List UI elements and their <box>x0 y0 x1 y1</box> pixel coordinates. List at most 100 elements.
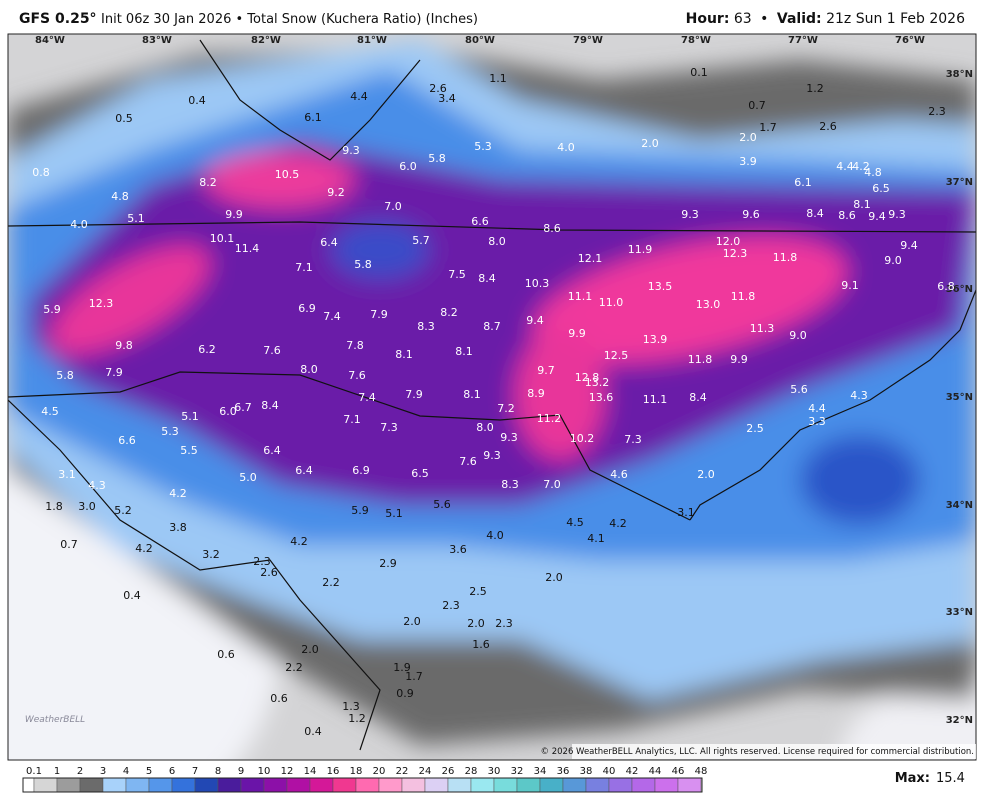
snow-total: 9.8 <box>115 339 133 352</box>
colorbar-label: 46 <box>672 766 685 777</box>
snow-total: 5.2 <box>114 504 132 517</box>
snow-total: 2.0 <box>301 643 319 656</box>
snow-total: 3.1 <box>58 468 76 481</box>
snow-total: 13.0 <box>696 298 721 311</box>
snow-total: 7.6 <box>459 455 477 468</box>
valid-label: Valid: <box>776 11 822 27</box>
model: GFS 0.25° <box>19 11 97 27</box>
snow-total: 12.5 <box>604 349 629 362</box>
snow-total: 0.7 <box>748 99 766 112</box>
colorbar-swatch <box>148 777 173 793</box>
snow-total: 8.0 <box>476 421 494 434</box>
snow-total: 7.0 <box>384 200 402 213</box>
snow-total: 9.4 <box>900 239 918 252</box>
snow-total: 9.9 <box>225 208 243 221</box>
snow-total: 2.0 <box>545 571 563 584</box>
snow-total: 8.0 <box>488 235 506 248</box>
colorbar-swatch <box>631 777 656 793</box>
colorbar-swatch <box>22 777 35 793</box>
colorbar-swatch <box>332 777 357 793</box>
snow-total: 3.8 <box>169 521 187 534</box>
snow-total: 9.0 <box>789 329 807 342</box>
colorbar-label: 18 <box>350 766 363 777</box>
snow-total: 11.1 <box>568 290 593 303</box>
snow-total: 5.9 <box>351 504 369 517</box>
snow-total: 1.2 <box>348 712 366 725</box>
longitude-label: 83°W <box>142 35 172 46</box>
snow-total: 7.1 <box>295 261 313 274</box>
snow-total: 10.3 <box>525 277 550 290</box>
colorbar-frame <box>22 777 703 793</box>
snow-total: 8.1 <box>395 348 413 361</box>
colorbar-label: 44 <box>649 766 662 777</box>
snow-total: 6.5 <box>872 182 890 195</box>
colorbar-swatch <box>539 777 564 793</box>
snow-total: 7.9 <box>405 388 423 401</box>
snow-total: 2.0 <box>467 617 485 630</box>
snow-total: 9.1 <box>841 279 859 292</box>
snow-total: 12.3 <box>723 247 748 260</box>
colorbar-swatch <box>585 777 610 793</box>
colorbar-label: 16 <box>327 766 340 777</box>
snow-total: 8.1 <box>463 388 481 401</box>
map-frame <box>7 33 977 761</box>
longitude-label: 76°W <box>895 35 925 46</box>
snow-total: 12.0 <box>716 235 741 248</box>
max-label: Max: <box>895 771 930 786</box>
snow-total: 1.2 <box>806 82 824 95</box>
snow-total: 3.9 <box>739 155 757 168</box>
colorbar-label: 38 <box>580 766 593 777</box>
latitude-label: 36°N <box>946 284 973 295</box>
snow-total: 7.4 <box>323 310 341 323</box>
snow-total: 4.8 <box>111 190 129 203</box>
snow-total: 7.3 <box>380 421 398 434</box>
hour: 63 <box>733 11 752 27</box>
snow-total: 5.1 <box>127 212 145 225</box>
separator: • <box>760 11 769 27</box>
longitude-label: 79°W <box>573 35 603 46</box>
snow-total: 7.9 <box>105 366 123 379</box>
snow-total: 9.9 <box>730 353 748 366</box>
snow-total: 13.5 <box>648 280 673 293</box>
colorbar-swatch <box>309 777 334 793</box>
colorbar-swatch <box>194 777 219 793</box>
snow-total: 1.1 <box>489 72 507 85</box>
snow-total: 5.9 <box>43 303 61 316</box>
snow-total: 5.8 <box>354 258 372 271</box>
copyright: © 2026 WeatherBELL Analytics, LLC. All r… <box>541 747 974 757</box>
colorbar-swatch <box>401 777 426 793</box>
colorbar-swatch <box>263 777 288 793</box>
snow-total: 0.4 <box>304 725 322 738</box>
snow-total: 8.4 <box>478 272 496 285</box>
snow-total: 0.6 <box>217 648 235 661</box>
snow-total: 11.2 <box>537 412 562 425</box>
snow-total: 6.7 <box>234 401 252 414</box>
snow-total: 2.0 <box>403 615 421 628</box>
snow-total: 8.4 <box>806 207 824 220</box>
snow-total: 12.3 <box>89 297 114 310</box>
snow-total: 0.5 <box>115 112 133 125</box>
snow-total: 7.2 <box>497 402 515 415</box>
snow-total: 3.4 <box>438 92 456 105</box>
valid: 21z Sun 1 Feb 2026 <box>826 11 965 27</box>
subtitle: Init 06z 30 Jan 2026 • Total Snow (Kuche… <box>101 12 478 27</box>
snow-total: 10.2 <box>570 432 595 445</box>
snow-total: 12.8 <box>575 371 600 384</box>
snow-total: 4.2 <box>609 517 627 530</box>
snow-field <box>8 34 976 760</box>
snow-total: 6.2 <box>198 343 216 356</box>
snow-total: 2.2 <box>285 661 303 674</box>
snow-total: 8.4 <box>261 399 279 412</box>
snow-total: 6.9 <box>298 302 316 315</box>
colorbar-label: 9 <box>238 766 244 777</box>
longitude-label: 84°W <box>35 35 65 46</box>
snow-total: 6.6 <box>471 215 489 228</box>
colorbar-swatch <box>447 777 472 793</box>
snow-total: 0.1 <box>690 66 708 79</box>
snow-total: 3.0 <box>78 500 96 513</box>
snow-total: 9.4 <box>868 210 886 223</box>
snow-total: 5.0 <box>239 471 257 484</box>
colorbar-label: 40 <box>603 766 616 777</box>
snow-total: 5.7 <box>412 234 430 247</box>
snow-total: 9.3 <box>888 208 906 221</box>
